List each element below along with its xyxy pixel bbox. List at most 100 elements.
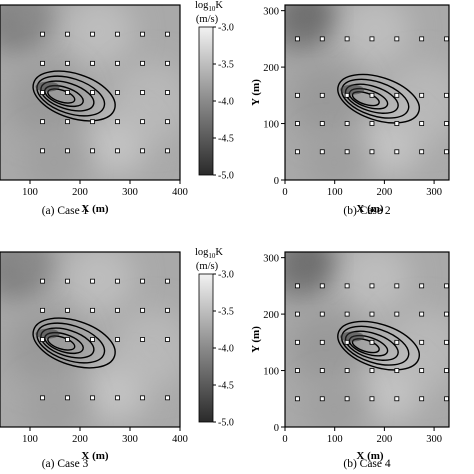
- colorbar-scale: [198, 26, 214, 176]
- observation-well: [319, 396, 325, 402]
- observation-well: [444, 368, 449, 373]
- observation-well: [140, 307, 145, 313]
- plume-core: [340, 84, 365, 95]
- observation-well: [115, 31, 120, 37]
- observation-well: [419, 368, 425, 373]
- panel-caption: (b) Case 2: [343, 205, 391, 217]
- observation-well: [40, 278, 45, 284]
- observation-well: [90, 337, 95, 342]
- observation-well: [295, 283, 300, 289]
- x-tick-label: 200: [72, 187, 88, 198]
- observation-well: [419, 121, 425, 126]
- observation-well: [90, 395, 95, 401]
- panel-2: 0 100 200 300 X (m) 0 100 200 300 Y (m) (b) Case 2: [250, 4, 450, 217]
- x-tick-label: 200: [377, 187, 393, 198]
- observation-well: [140, 60, 145, 66]
- x-tick-label: 300: [426, 187, 442, 198]
- field-variation: [288, 310, 364, 387]
- observation-well: [319, 339, 325, 345]
- plume-contour: [337, 320, 420, 371]
- observation-well: [140, 119, 145, 125]
- observation-well: [444, 92, 449, 98]
- plume-contour: [32, 317, 116, 369]
- observation-well: [295, 149, 300, 155]
- y-tick-label: 300: [263, 7, 279, 18]
- observation-well: [115, 307, 120, 313]
- observation-well: [419, 36, 425, 42]
- observation-well: [90, 31, 95, 37]
- observation-well: [344, 149, 350, 155]
- observation-well: [344, 311, 350, 317]
- x-tick-label: 100: [22, 187, 38, 198]
- observation-well: [444, 121, 449, 126]
- observation-well: [319, 283, 325, 289]
- plume-contour: [47, 88, 76, 104]
- observation-well: [65, 278, 70, 284]
- observation-well: [369, 283, 375, 289]
- observation-well: [165, 278, 170, 284]
- observation-well: [115, 148, 120, 154]
- plume-contour: [32, 70, 116, 122]
- y-axis-label: Y (m): [250, 326, 262, 353]
- observation-well: [65, 119, 70, 125]
- observation-well: [319, 368, 325, 373]
- observation-well: [394, 283, 400, 289]
- x-tick-label: 300: [426, 434, 442, 445]
- observation-well: [165, 307, 170, 313]
- observation-well: [115, 337, 120, 342]
- conductivity-field: [285, 252, 449, 427]
- colorbar: log10K(m/s)-3.0 -3.5 -4.0 -4.5 -5.0: [195, 247, 234, 429]
- colorbar-tick-label: -5.0: [218, 418, 234, 429]
- plume-core: [340, 331, 365, 342]
- observation-well: [165, 60, 170, 66]
- colorbar-title: log10K: [195, 0, 223, 13]
- observation-well: [90, 119, 95, 125]
- observation-well: [115, 395, 120, 401]
- observation-well: [165, 395, 170, 401]
- observation-well: [419, 149, 425, 155]
- plot-frame: [0, 251, 181, 428]
- observation-well: [165, 337, 170, 342]
- observation-well: [369, 149, 375, 155]
- x-tick-label: 400: [172, 187, 188, 198]
- plume-core: [35, 81, 60, 92]
- observation-well: [140, 31, 145, 37]
- observation-well: [319, 149, 325, 155]
- observation-well: [369, 121, 375, 126]
- x-tick-label: 300: [122, 187, 138, 198]
- plot-frame: [284, 4, 450, 181]
- observation-well: [419, 92, 425, 98]
- colorbar-tick-label: -4.0: [218, 97, 234, 108]
- observation-well: [419, 339, 425, 345]
- observation-well: [115, 90, 120, 95]
- observation-well: [444, 311, 449, 317]
- x-tick-label: 200: [72, 434, 88, 445]
- field-variation: [24, 379, 84, 427]
- observation-well: [65, 60, 70, 66]
- plot-frame: [0, 4, 181, 181]
- observation-well: [65, 31, 70, 37]
- observation-well: [140, 337, 145, 342]
- observation-well: [140, 90, 145, 95]
- panel-caption: (b) Case 4: [343, 458, 391, 470]
- observation-well: [40, 119, 45, 125]
- x-tick-label: 100: [327, 187, 343, 198]
- y-tick-label: 200: [263, 310, 279, 321]
- observation-well: [295, 121, 300, 126]
- conductivity-field: [285, 5, 449, 180]
- field-variation: [87, 115, 147, 175]
- observation-well: [444, 149, 449, 155]
- observation-well: [444, 283, 449, 289]
- observation-well: [344, 92, 350, 98]
- observation-well: [394, 92, 400, 98]
- observation-well: [40, 148, 45, 154]
- observation-well: [369, 311, 375, 317]
- observation-well: [295, 311, 300, 317]
- observation-well: [394, 311, 400, 317]
- observation-well: [165, 31, 170, 37]
- x-tick-label: 0: [282, 434, 287, 445]
- colorbar-tick-label: -3.0: [218, 270, 234, 281]
- observation-well: [394, 339, 400, 345]
- plume-contour: [47, 335, 76, 351]
- observation-well: [40, 31, 45, 37]
